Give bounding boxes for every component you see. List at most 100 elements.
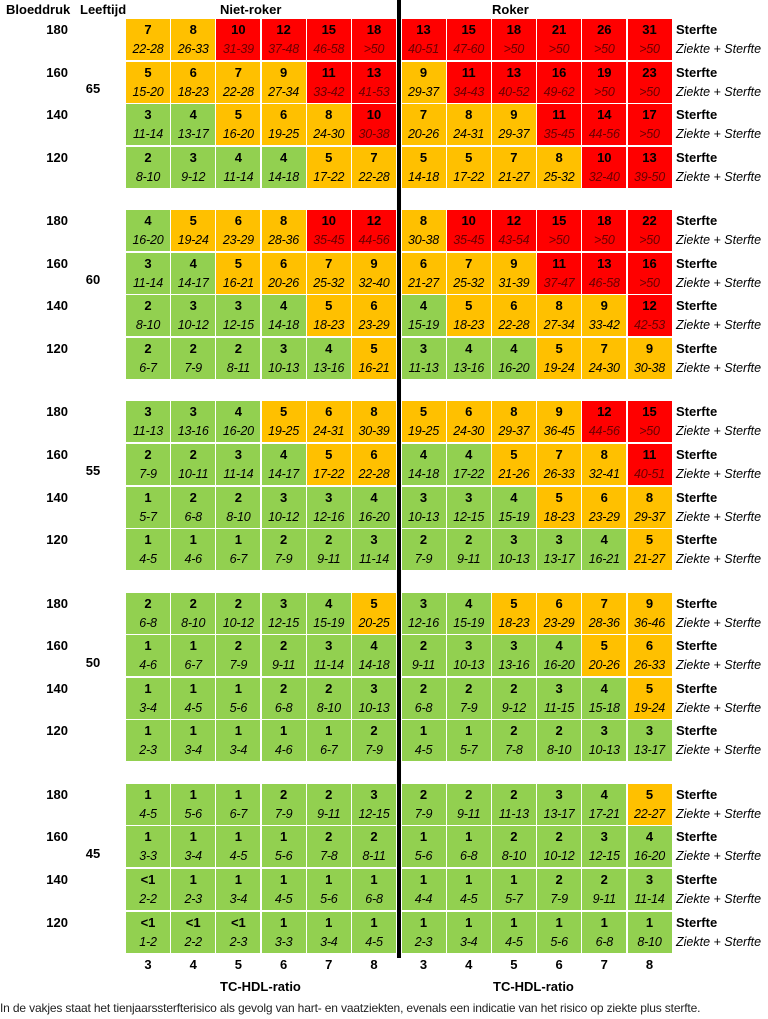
sterfte-value: 1 (279, 829, 288, 845)
ziekte-sterfte-range: 6-7 (139, 361, 157, 375)
ziekte-sterfte-range: 22-28 (498, 318, 530, 333)
sterfte-value: 5 (645, 680, 654, 696)
ziekte-sterfte-range: 8-10 (501, 849, 526, 864)
sterfte-value: 13 (597, 255, 612, 271)
ziekte-sterfte-range: 7-9 (414, 806, 433, 821)
sterfte-value: 7 (419, 107, 428, 123)
ziekte-sterfte-range: 5-6 (184, 806, 202, 821)
risk-cell: 4 15-18 (582, 677, 627, 719)
ziekte-sterfte-range: 22-27 (634, 806, 665, 821)
ziekte-sterfte-range: 5-6 (414, 849, 433, 864)
age-label: 65 (85, 81, 101, 96)
ziekte-sterfte-range: 11-14 (223, 169, 254, 184)
ziekte-sterfte-range: 17-22 (313, 467, 345, 481)
risk-cell: 4 14-17 (261, 444, 306, 485)
sterfte-value: 4 (325, 595, 333, 611)
risk-cell: 4 16-20 (126, 210, 170, 252)
ziekte-sterfte-range: 6-8 (184, 509, 202, 524)
risk-cell: 2 9-12 (491, 677, 536, 719)
ziekte-sterfte-range: 7-9 (274, 806, 293, 821)
ziekte-sterfte-range: 21-27 (408, 275, 439, 290)
ziekte-sterfte-range: 31-39 (498, 275, 530, 290)
ziekte-sterfte-range: 27-34 (543, 318, 575, 333)
risk-cell: 1 5-7 (446, 720, 491, 762)
risk-cell: 2 8-10 (537, 720, 582, 762)
sterfte-value: 6 (555, 595, 563, 611)
ziekte-sterfte-range: 36-45 (543, 424, 575, 439)
ziekte-sterfte-range: 11-15 (544, 700, 575, 715)
sterfte-value: 5 (325, 298, 333, 314)
row-label-sterfte: Sterfte (676, 404, 718, 420)
ziekte-sterfte-range: 3-3 (139, 849, 157, 864)
ziekte-sterfte-range: 24-31 (313, 424, 345, 439)
risk-cell: 9 30-38 (627, 338, 672, 379)
blood-pressure-label: 120 (46, 341, 68, 356)
risk-cell: 2 8-10 (306, 677, 351, 719)
sterfte-value: 1 (144, 638, 152, 654)
leeftijd-header: Leeftijd (80, 2, 127, 17)
risk-cell: 26 >50 (582, 19, 627, 60)
risk-cell: 1 2-3 (126, 720, 170, 762)
row-label-ziekte-sterfte: Ziekte + Sterfte (676, 552, 762, 567)
risk-cell: 2 6-8 (261, 677, 306, 719)
ziekte-sterfte-range: 7-9 (139, 467, 157, 481)
sterfte-value: 2 (234, 638, 242, 654)
risk-cell: 10 35-45 (446, 210, 491, 252)
risk-cell: 2 6-8 (171, 486, 216, 528)
risk-cell: 9 31-39 (491, 252, 536, 294)
ziekte-sterfte-range: >50 (593, 42, 615, 56)
ziekte-sterfte-range: 13-16 (313, 361, 345, 375)
sterfte-value: 1 (234, 786, 242, 802)
sterfte-value: 5 (600, 638, 608, 654)
risk-cell: 1 2-3 (171, 869, 216, 910)
blood-pressure-label: 160 (46, 64, 68, 80)
sterfte-value: <1 (140, 914, 156, 930)
risk-cell: 8 27-34 (537, 295, 582, 337)
risk-cell: 1 5-6 (537, 911, 582, 953)
age-label: 45 (85, 845, 101, 861)
x-tick-label: 7 (600, 957, 608, 972)
ziekte-sterfte-range: 7-9 (184, 361, 202, 375)
ziekte-sterfte-range: 49-62 (543, 84, 575, 99)
ziekte-sterfte-range: 4-5 (139, 552, 157, 567)
ziekte-sterfte-range: 8-10 (135, 318, 161, 333)
sterfte-value: 8 (279, 213, 288, 229)
sterfte-value: 6 (370, 447, 378, 462)
sterfte-value: 6 (189, 64, 197, 80)
sterfte-value: 8 (189, 22, 197, 37)
ziekte-sterfte-range: 9-12 (181, 169, 206, 184)
ziekte-sterfte-range: 29-37 (498, 424, 530, 439)
sterfte-value: 1 (144, 786, 152, 802)
sterfte-value: 2 (144, 595, 152, 611)
sterfte-value: <1 (140, 872, 156, 887)
row-label-ziekte-sterfte: Ziekte + Sterfte (676, 318, 762, 333)
ziekte-sterfte-range: >50 (593, 84, 615, 99)
row-label-sterfte: Sterfte (676, 255, 718, 271)
risk-cell: 15 >50 (627, 401, 672, 443)
ziekte-sterfte-range: 7-9 (459, 700, 478, 715)
sterfte-value: 12 (597, 404, 612, 420)
sterfte-value: 2 (419, 786, 428, 802)
risk-cell: 2 7-9 (261, 529, 306, 571)
risk-cell: 2 9-11 (306, 529, 351, 571)
risk-cell: 2 8-10 (126, 146, 170, 188)
ziekte-sterfte-range: 7-9 (274, 552, 293, 567)
ziekte-sterfte-range: 14-18 (268, 169, 300, 184)
sterfte-value: 1 (465, 872, 473, 887)
risk-cell: 13 46-58 (582, 252, 627, 294)
ziekte-sterfte-range: 16-20 (358, 509, 390, 524)
risk-cell: 2 8-10 (126, 295, 170, 337)
sterfte-value: 5 (325, 447, 333, 462)
risk-cell: 3 10-12 (171, 295, 216, 337)
ziekte-sterfte-range: 40-52 (498, 84, 530, 99)
sterfte-value: 2 (600, 872, 608, 887)
ziekte-sterfte-range: 27-34 (268, 84, 300, 99)
row-label-sterfte: Sterfte (676, 914, 718, 930)
ziekte-sterfte-range: 4-5 (505, 934, 523, 949)
ziekte-sterfte-range: 40-51 (408, 42, 439, 56)
ziekte-sterfte-range: 4-5 (414, 743, 433, 758)
risk-cell: 2 9-11 (446, 783, 491, 825)
ziekte-sterfte-range: 10-13 (453, 658, 485, 673)
x-tick-label: 7 (325, 957, 333, 972)
ziekte-sterfte-range: 4-5 (229, 849, 248, 864)
